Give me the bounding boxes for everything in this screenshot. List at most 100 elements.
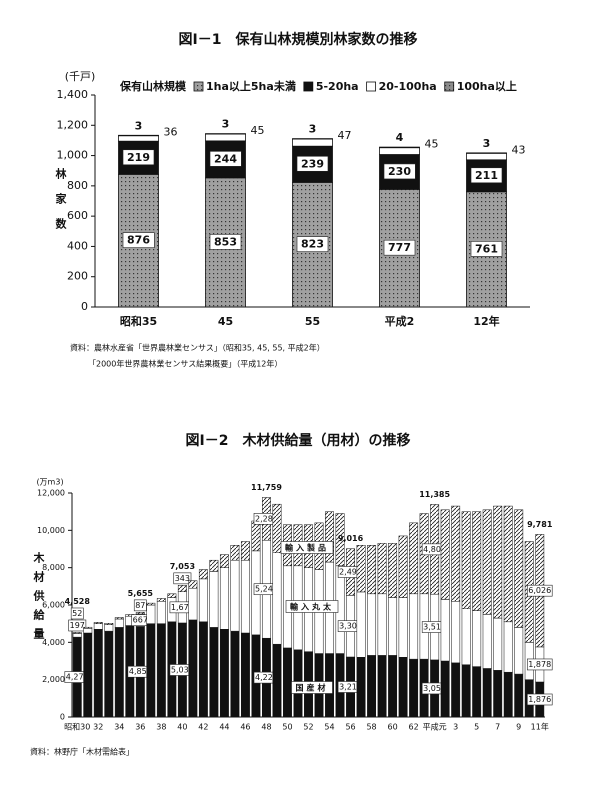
bar-segment	[83, 628, 93, 634]
bar-segment	[146, 604, 156, 624]
x-tick-label: 9	[516, 723, 521, 732]
chart-title: 図Ⅰ－1 保有山林規模別林家数の推移	[179, 31, 418, 48]
bar-segment	[83, 632, 93, 718]
bar-segment	[493, 617, 503, 671]
total-label: 7,053	[170, 562, 195, 571]
label-box	[296, 236, 329, 252]
bar-segment	[114, 617, 124, 620]
value-label: 3	[309, 123, 317, 136]
value-label: 4,852	[129, 667, 152, 676]
bar-segment	[379, 146, 420, 149]
x-tick-label: 平成2	[385, 314, 415, 328]
bar-segment	[188, 587, 198, 621]
x-tick-label: 3	[453, 723, 458, 732]
bar-segment	[114, 627, 124, 718]
bar-segment	[72, 633, 82, 638]
bar-segment	[177, 585, 187, 592]
y-tick-label: 800	[67, 179, 88, 192]
y-tick-label: 6,000	[42, 601, 65, 610]
value-label: 3,215	[339, 682, 362, 691]
bar-segment	[356, 657, 366, 718]
legend-label: 1ha以上5ha未満	[206, 79, 296, 93]
y-tick-label: 12,000	[37, 489, 65, 498]
bar-segment	[388, 543, 398, 598]
bar-segment	[118, 135, 159, 142]
x-tick-label: 32	[93, 723, 103, 732]
value-label: 45	[251, 124, 265, 137]
value-label: 667	[133, 616, 148, 625]
label-box	[296, 155, 329, 172]
value-label: 47	[338, 129, 352, 142]
bar-segment	[409, 658, 419, 718]
y-tick-label: 0	[60, 713, 65, 722]
bar-segment	[514, 509, 524, 628]
bar-segment	[146, 602, 156, 606]
bar-segment	[451, 601, 461, 664]
bar-segment	[325, 511, 334, 563]
bar-segment	[472, 610, 482, 667]
legend-swatch	[366, 81, 377, 92]
y-tick-label: 400	[67, 239, 88, 252]
y-tick-label: 4,000	[42, 638, 65, 647]
x-tick-label: 48	[261, 723, 271, 732]
value-label: 211	[475, 169, 498, 182]
bar-segment	[209, 571, 219, 628]
legend-swatch	[303, 81, 314, 92]
x-tick-label: 55	[305, 315, 320, 328]
bar-segment	[188, 619, 198, 718]
legend-swatch	[444, 81, 455, 92]
bar-segment	[482, 668, 492, 718]
bar-segment	[209, 559, 219, 572]
bar-segment	[356, 545, 366, 593]
y-tick-label: 200	[67, 270, 88, 283]
bar-segment	[440, 509, 450, 600]
bar-segment	[503, 621, 513, 673]
bar-segment	[104, 623, 114, 625]
value-label: 2,498	[339, 568, 362, 577]
value-label: 45	[425, 138, 439, 151]
bar-segment	[156, 601, 166, 624]
bar-segment	[188, 580, 198, 589]
bar-segment	[388, 597, 398, 656]
value-label: 219	[127, 151, 150, 164]
value-label: 3,059	[423, 684, 446, 693]
bar-segment	[514, 627, 524, 675]
bar-segment	[156, 623, 166, 718]
legend-label: 5-20ha	[316, 80, 359, 93]
label-box	[68, 619, 87, 632]
y-axis-label: 林家数	[54, 167, 67, 243]
label-box	[280, 541, 334, 554]
bar-segment	[219, 567, 229, 630]
bar-segment	[219, 554, 229, 568]
x-tick-label: 44	[219, 723, 229, 732]
legend-title: 保有山林規模	[119, 79, 187, 93]
legend-swatch	[193, 81, 204, 92]
x-tick-label: 昭和35	[120, 314, 157, 328]
bar-segment	[135, 612, 145, 615]
bar-segment	[503, 505, 513, 623]
y-tick-label: 1,400	[57, 88, 89, 101]
bar-segment	[104, 624, 114, 632]
legend-label: 20-100ha	[379, 80, 437, 93]
legend-label: 100ha以上	[457, 79, 517, 93]
x-tick-label: 11年	[531, 722, 549, 732]
bar-segment	[93, 623, 103, 630]
y-tick-label: 8,000	[42, 563, 65, 572]
value-label: 4,221	[255, 673, 278, 682]
bar-segment	[283, 647, 292, 718]
label-box	[209, 234, 242, 250]
bar-segment	[198, 569, 208, 580]
chart-title: 図Ⅰ－2 木材供給量（用材）の推移	[186, 432, 411, 449]
x-tick-label: 42	[198, 723, 208, 732]
total-label: 11,759	[251, 483, 282, 492]
value-label: 4	[396, 131, 404, 144]
bar-segment	[272, 503, 282, 553]
x-tick-label: 58	[366, 723, 376, 732]
bar-segment	[292, 138, 333, 147]
bar-segment	[83, 626, 93, 629]
x-tick-label: 5	[474, 723, 479, 732]
value-label: 36	[164, 126, 178, 139]
bar-segment	[93, 629, 103, 718]
bar-segment	[440, 599, 450, 662]
